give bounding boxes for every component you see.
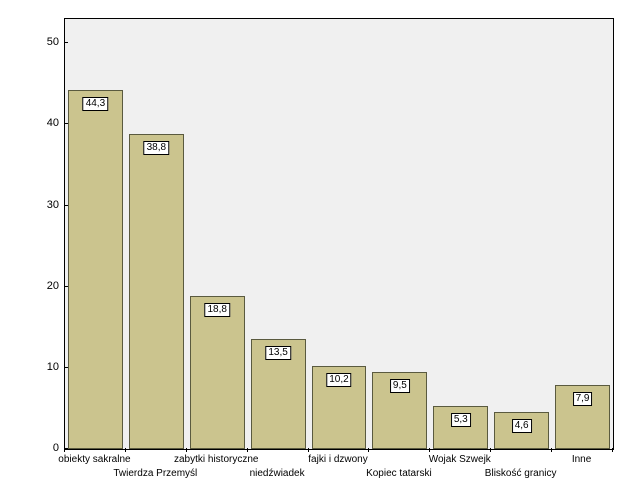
y-tick-label: 40 (29, 117, 59, 129)
bar: 44,3 (68, 90, 123, 449)
bar-value-label: 18,8 (204, 303, 229, 317)
x-tick-label: niedźwiadek (250, 468, 305, 479)
y-tick-mark (64, 205, 68, 206)
x-tick-label: Inne (572, 454, 591, 465)
bar: 10,2 (312, 366, 367, 449)
bar: 7,9 (555, 385, 610, 449)
x-tick-mark (186, 448, 187, 452)
x-tick-label: obiekty sakralne (58, 454, 130, 465)
x-tick-mark (551, 448, 552, 452)
x-tick-mark (64, 448, 65, 452)
y-tick-label: 0 (29, 442, 59, 454)
x-tick-label: Bliskość granicy (485, 468, 557, 479)
bar: 9,5 (372, 372, 427, 449)
x-tick-mark (368, 448, 369, 452)
x-tick-label: Wojak Szwejk (429, 454, 491, 465)
x-tick-label: Twierdza Przemyśl (113, 468, 197, 479)
bar-value-label: 13,5 (265, 346, 290, 360)
bar-value-label: 4,6 (512, 419, 532, 433)
x-tick-mark (308, 448, 309, 452)
y-tick-label: 50 (29, 36, 59, 48)
y-tick-label: 30 (29, 199, 59, 211)
bar-value-label: 9,5 (390, 379, 410, 393)
bar: 18,8 (190, 296, 245, 449)
x-tick-mark (125, 448, 126, 452)
plot-area: 44,3 38,8 18,8 13,5 10,2 9,5 5,3 4,6 7,9 (64, 18, 614, 450)
y-tick-mark (64, 286, 68, 287)
x-tick-mark (247, 448, 248, 452)
y-tick-label: 20 (29, 280, 59, 292)
bar: 13,5 (251, 339, 306, 449)
y-tick-mark (64, 367, 68, 368)
x-tick-mark (612, 448, 613, 452)
y-tick-label: 10 (29, 361, 59, 373)
bar-value-label: 38,8 (144, 141, 169, 155)
bar-value-label: 10,2 (326, 373, 351, 387)
bar-value-label: 44,3 (83, 97, 108, 111)
x-tick-label: zabytki historyczne (174, 454, 258, 465)
bar: 5,3 (433, 406, 488, 449)
y-tick-mark (64, 42, 68, 43)
x-tick-label: fajki i dzwony (308, 454, 367, 465)
bar-value-label: 5,3 (451, 413, 471, 427)
x-tick-mark (429, 448, 430, 452)
bar-value-label: 7,9 (573, 392, 593, 406)
x-tick-label: Kopiec tatarski (366, 468, 432, 479)
x-tick-mark (490, 448, 491, 452)
bar: 38,8 (129, 134, 184, 449)
chart-container: % wskazań (suma 3 wskazań) 44,338,818,81… (0, 0, 629, 504)
bar: 4,6 (494, 412, 549, 449)
y-tick-mark (64, 123, 68, 124)
